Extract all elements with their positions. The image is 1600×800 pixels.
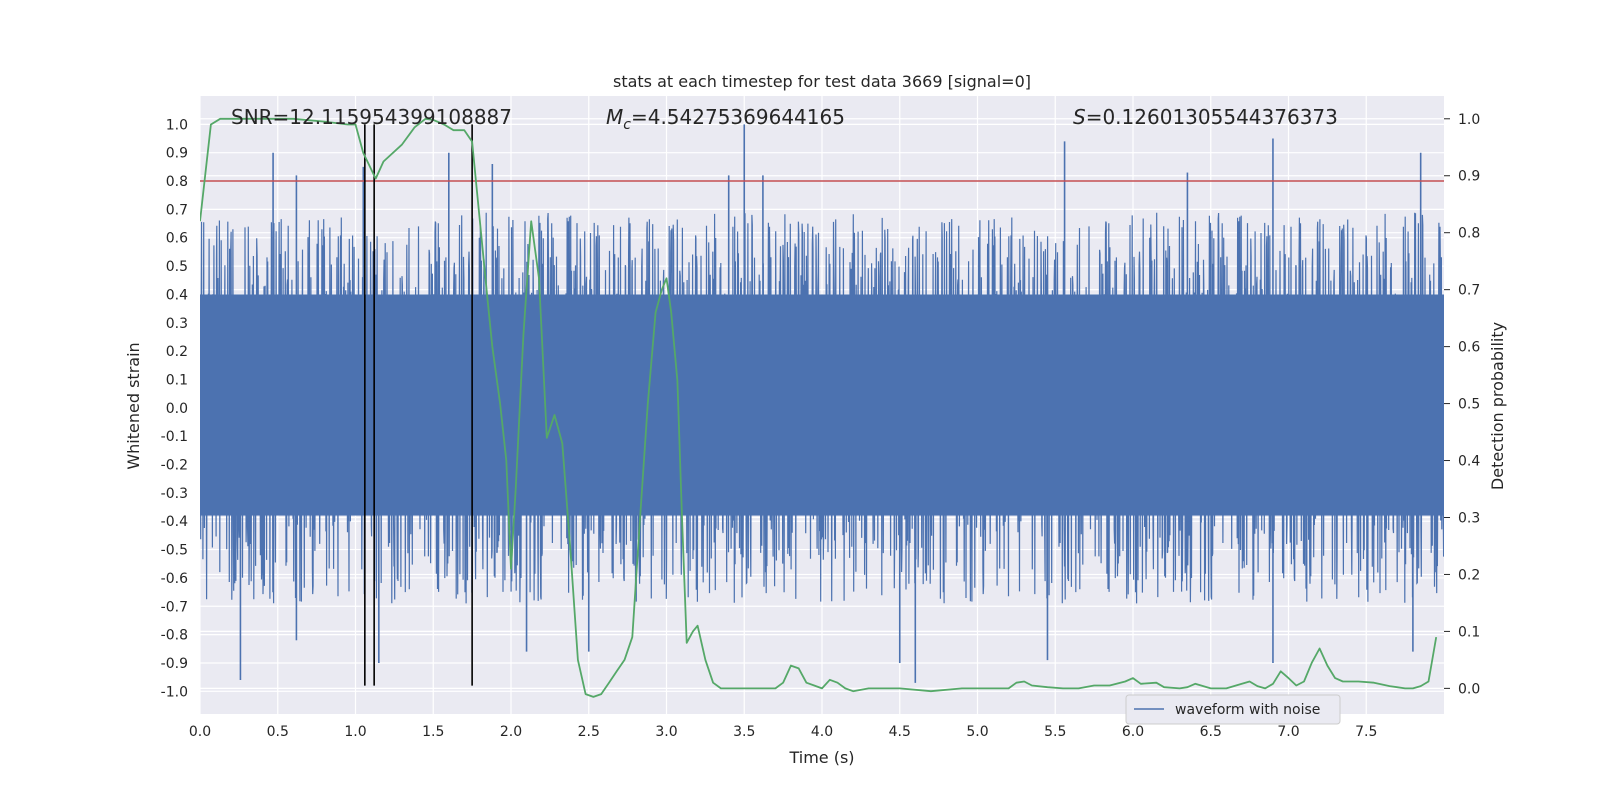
y-tick-label: 0.9 [166, 146, 188, 162]
y-tick-label: -0.9 [161, 656, 188, 672]
y2-tick-label: 0.4 [1458, 454, 1480, 470]
series-detection-probability [200, 117, 1438, 698]
x-tick-label: 3.0 [655, 724, 677, 740]
y2-tick-label: 0.9 [1458, 169, 1480, 185]
annotation-s: S=0.12601305544376373 [1073, 105, 1338, 129]
y-tick-label: 0.8 [166, 174, 188, 190]
y2-tick-label: 1.0 [1458, 112, 1480, 128]
y-axis-label: Whitened strain [124, 342, 143, 469]
y-tick-label: -0.1 [161, 429, 188, 445]
y2-tick-label: 0.6 [1458, 340, 1480, 356]
y2-tick-label: 0.1 [1458, 624, 1480, 640]
y2-tick-label: 0.2 [1458, 567, 1480, 583]
x-tick-label: 1.5 [422, 724, 444, 740]
x-tick-label: 7.5 [1355, 724, 1377, 740]
y-tick-label: 0.2 [166, 344, 188, 360]
x-tick-label: 3.5 [733, 724, 755, 740]
y-tick-label: -0.2 [161, 458, 188, 474]
x-tick-label: 4.0 [811, 724, 833, 740]
annotation-mc-value: =4.54275369644165 [631, 105, 845, 129]
y-tick-label: 0.4 [166, 287, 188, 303]
y2-tick-label: 0.7 [1458, 283, 1480, 299]
y-tick-label: 1.0 [166, 117, 188, 133]
x-axis-label: Time (s) [788, 748, 854, 767]
x-tick-label: 0.0 [189, 724, 211, 740]
y-tick-label: 0.0 [166, 401, 188, 417]
probability-line [200, 117, 1438, 698]
y2-tick-label: 0.5 [1458, 397, 1480, 413]
annotation-s-symbol: S [1073, 105, 1086, 129]
vertical-marker-lines [364, 124, 473, 686]
x-tick-label: 2.0 [500, 724, 522, 740]
x-tick-label: 6.0 [1122, 724, 1144, 740]
y-tick-label: -0.3 [161, 486, 188, 502]
annotation-mc-symbol: M [606, 105, 623, 129]
y-tick-label: -0.4 [161, 514, 188, 530]
y-tick-label: 0.7 [166, 202, 188, 218]
y2-tick-label: 0.0 [1458, 681, 1480, 697]
y2-axis-label: Detection probability [1488, 322, 1507, 490]
x-tick-label: 1.0 [344, 724, 366, 740]
x-tick-label: 7.0 [1277, 724, 1299, 740]
x-tick-label: 4.5 [889, 724, 911, 740]
chart-title: stats at each timestep for test data 366… [613, 72, 1031, 91]
y-tick-label: 0.1 [166, 372, 188, 388]
legend-box [1125, 694, 1341, 725]
y-axis-ticks: 1.0 0.9 0.8 0.7 0.6 0.5 0.4 0.3 0.2 0.1 0.0 -0.1 -0.… [161, 117, 188, 700]
annotation-snr: SNR=12.115954399108887 [231, 105, 512, 129]
x-axis-ticks: 0.0 0.5 1.0 1.5 2.0 2.5 3.0 3.5 4.0 4.5 5.0 5.5 6.0 6… [189, 724, 1378, 740]
y-tick-label: -1.0 [161, 684, 188, 700]
y-tick-label: -0.8 [161, 628, 188, 644]
annotation-s-value: =0.12601305544376373 [1086, 105, 1338, 129]
y2-tick-label: 0.3 [1458, 510, 1480, 526]
y-tick-label: 0.5 [166, 259, 188, 275]
y-tick-label: -0.5 [161, 543, 188, 559]
plot-content [200, 117, 1444, 698]
y-tick-label: -0.6 [161, 571, 188, 587]
x-tick-label: 5.0 [966, 724, 988, 740]
y2-axis-ticks: 1.0 0.9 0.8 0.7 0.6 0.5 0.4 0.3 0.2 0.1 0.0 [1444, 112, 1480, 697]
annotation-mc: Mc=4.54275369644165 [606, 105, 845, 133]
annotation-mc-sub: c [623, 117, 631, 133]
waveform-band [200, 294, 1444, 516]
x-tick-label: 5.5 [1044, 724, 1066, 740]
y-tick-label: -0.7 [161, 599, 188, 615]
y-tick-label: 0.6 [166, 231, 188, 247]
legend-entry: waveform with noise [1175, 702, 1320, 718]
x-tick-label: 6.5 [1200, 724, 1222, 740]
x-tick-label: 0.5 [267, 724, 289, 740]
y-tick-label: 0.3 [166, 316, 188, 332]
series-waveform-with-noise [200, 124, 1444, 683]
y2-tick-label: 0.8 [1458, 226, 1480, 242]
legend: waveform with noise [1125, 694, 1341, 725]
x-tick-label: 2.5 [578, 724, 600, 740]
